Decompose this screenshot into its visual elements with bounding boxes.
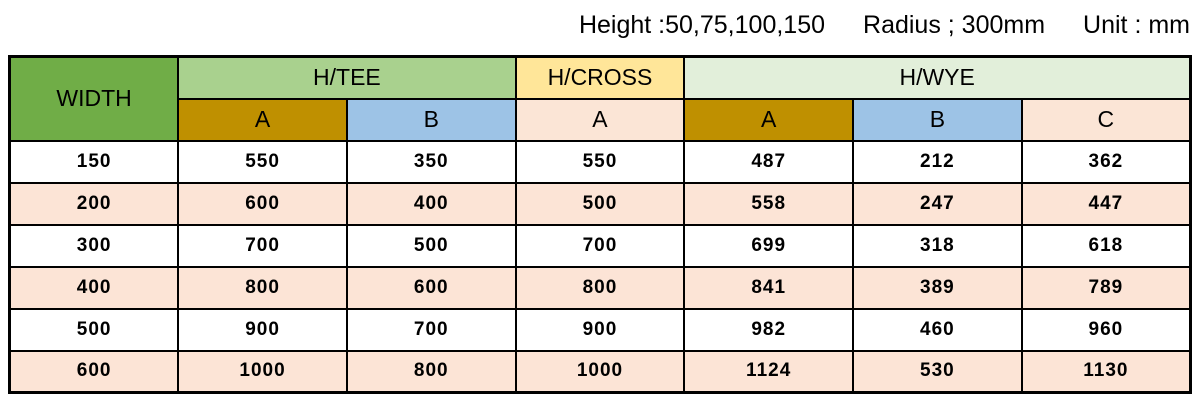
- caption-height: Height :50,75,100,150: [578, 11, 826, 39]
- subheader-hcross-a: A: [514, 97, 686, 142]
- data-cell: 1000: [177, 349, 348, 394]
- table-row: 600 1000 800 1000 1124 530 1130: [8, 349, 1192, 394]
- subheader-hwye-a: A: [683, 97, 855, 142]
- table-row: 400 800 600 800 841 389 789: [8, 265, 1192, 310]
- subheader-htee-b: B: [345, 97, 517, 142]
- data-cell: 550: [177, 139, 348, 184]
- cell-width: 500: [8, 307, 180, 352]
- data-cell: 400: [345, 181, 517, 226]
- data-cell: 318: [852, 223, 1023, 268]
- header-sub-row: A B A A B C: [10, 97, 1192, 142]
- table-row: 300 700 500 700 699 318 618: [8, 223, 1192, 268]
- cell-width: 150: [8, 139, 180, 184]
- header-group-hwye: H/WYE: [683, 55, 1192, 100]
- data-cell: 500: [345, 223, 517, 268]
- cell-width: 300: [8, 223, 180, 268]
- data-cell: 800: [514, 265, 686, 310]
- data-cell: 700: [345, 307, 517, 352]
- data-cell: 1124: [683, 349, 855, 394]
- data-cell: 900: [514, 307, 686, 352]
- data-cell: 362: [1020, 139, 1192, 184]
- data-cell: 500: [514, 181, 686, 226]
- data-cell: 800: [177, 265, 348, 310]
- data-cell: 1000: [514, 349, 686, 394]
- data-cell: 700: [177, 223, 348, 268]
- data-cell: 350: [345, 139, 517, 184]
- header-group-htee: H/TEE: [177, 55, 517, 100]
- data-cell: 789: [1020, 265, 1192, 310]
- subheader-htee-a: A: [177, 97, 348, 142]
- table-row: 200 600 400 500 558 247 447: [8, 181, 1192, 226]
- cell-width: 600: [8, 349, 180, 394]
- dimensions-table: WIDTH H/TEE H/CROSS H/WYE A B A A B C 15…: [8, 55, 1192, 394]
- header-group-hcross: H/CROSS: [514, 55, 686, 100]
- data-cell: 389: [852, 265, 1023, 310]
- data-cell: 600: [345, 265, 517, 310]
- subheader-hwye-b: B: [852, 97, 1023, 142]
- table-header: WIDTH H/TEE H/CROSS H/WYE A B A A B C: [8, 55, 1192, 142]
- data-cell: 700: [514, 223, 686, 268]
- caption-radius: Radius ; 300mm: [863, 11, 1046, 39]
- data-cell: 530: [852, 349, 1023, 394]
- data-cell: 982: [683, 307, 855, 352]
- data-cell: 841: [683, 265, 855, 310]
- data-cell: 247: [852, 181, 1023, 226]
- data-cell: 447: [1020, 181, 1192, 226]
- table-row: 150 550 350 550 487 212 362: [8, 139, 1192, 184]
- data-cell: 960: [1020, 307, 1192, 352]
- cell-width: 400: [8, 265, 180, 310]
- caption-unit: Unit : mm: [1083, 11, 1190, 39]
- subheader-hwye-c: C: [1020, 97, 1192, 142]
- data-cell: 550: [514, 139, 686, 184]
- data-cell: 800: [345, 349, 517, 394]
- data-cell: 1130: [1020, 349, 1192, 394]
- table-row: 500 900 700 900 982 460 960: [8, 307, 1192, 352]
- table-body: 150 550 350 550 487 212 362 200 600 400 …: [8, 139, 1192, 394]
- data-cell: 900: [177, 307, 348, 352]
- data-cell: 487: [683, 139, 855, 184]
- data-cell: 460: [852, 307, 1023, 352]
- cell-width: 200: [8, 181, 180, 226]
- header-width: WIDTH: [8, 55, 180, 142]
- data-cell: 558: [683, 181, 855, 226]
- header-group-row: WIDTH H/TEE H/CROSS H/WYE: [8, 55, 1192, 142]
- data-cell: 600: [177, 181, 348, 226]
- data-cell: 212: [852, 139, 1023, 184]
- data-cell: 618: [1020, 223, 1192, 268]
- data-cell: 699: [683, 223, 855, 268]
- table-caption: Height :50,75,100,150 Radius ; 300mm Uni…: [579, 10, 1190, 40]
